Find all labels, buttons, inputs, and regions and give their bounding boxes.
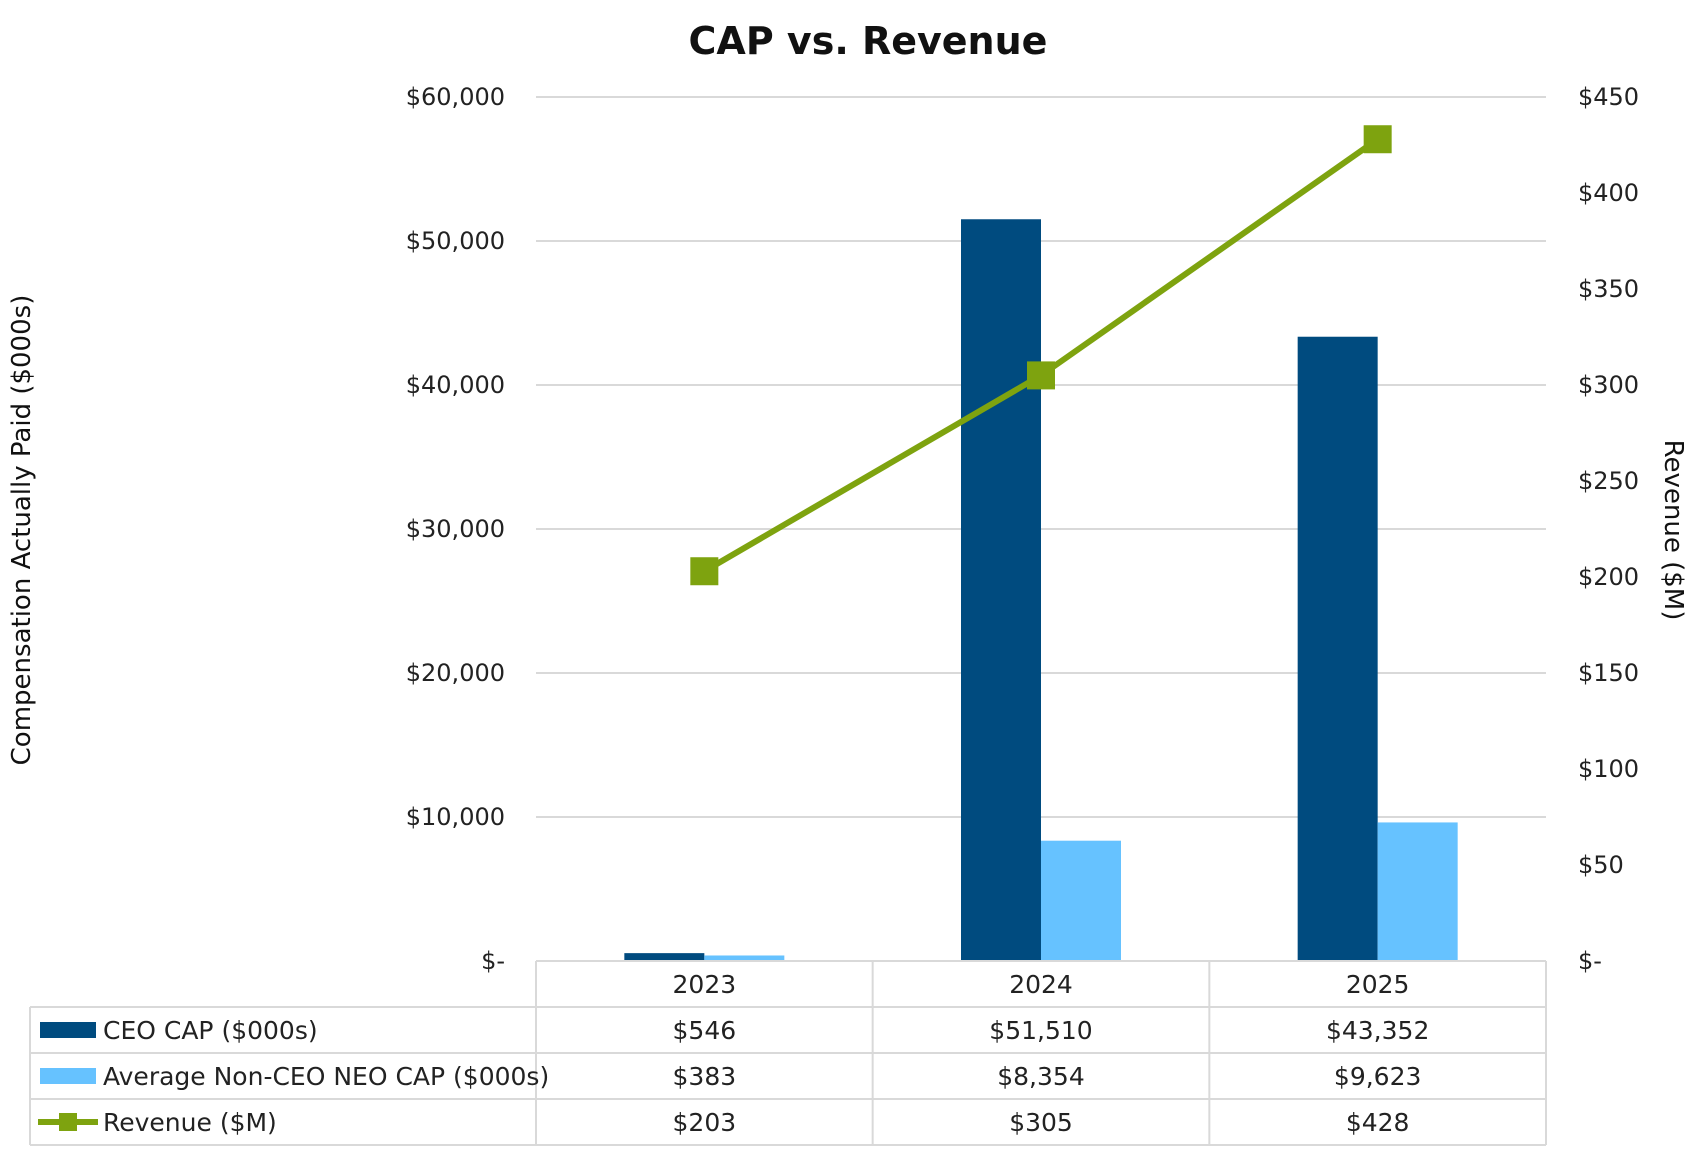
revenue-marker — [690, 557, 719, 586]
data-table: 2023 2024 2025 CEO CAP ($000s) $546 $51,510 $4… — [29, 960, 1547, 1146]
y2-tick-label: $450 — [1578, 83, 1639, 111]
y-tick-label: $- — [481, 947, 505, 975]
bar — [624, 953, 705, 961]
legend-label: CEO CAP ($000s) — [103, 1016, 318, 1045]
y2-axis-ticks: $- $50 $100 $150 $200 $250 $300 $350 $400 $450 — [1578, 83, 1639, 975]
chart-title: CAP vs. Revenue — [689, 19, 1048, 63]
y2-tick-label: $200 — [1578, 563, 1639, 591]
data-label: $546 — [673, 1016, 737, 1045]
legend-marker — [59, 1113, 77, 1131]
y2-axis-title: Revenue ($M) — [1658, 440, 1688, 621]
bar — [704, 955, 785, 961]
legend-label: Average Non-CEO NEO CAP ($000s) — [103, 1062, 549, 1091]
y2-tick-label: $350 — [1578, 275, 1639, 303]
data-label: $43,352 — [1326, 1016, 1429, 1045]
data-label: $383 — [673, 1062, 737, 1091]
y-tick-label: $30,000 — [406, 515, 505, 543]
y2-tick-label: $100 — [1578, 755, 1639, 783]
data-label: $51,510 — [989, 1016, 1092, 1045]
y-tick-label: $50,000 — [406, 227, 505, 255]
x-tick-label: 2025 — [1346, 970, 1410, 999]
bar — [1377, 822, 1458, 961]
x-tick-label: 2024 — [1009, 970, 1073, 999]
y2-tick-label: $50 — [1578, 851, 1624, 879]
y2-tick-label: $150 — [1578, 659, 1639, 687]
bar — [1041, 840, 1121, 961]
y2-tick-label: $400 — [1578, 179, 1639, 207]
y2-tick-label: $250 — [1578, 467, 1639, 495]
x-tick-label: 2023 — [673, 970, 737, 999]
y-axis-title: Compensation Actually Paid ($000s) — [7, 295, 37, 766]
y2-tick-label: $300 — [1578, 371, 1639, 399]
data-label: $428 — [1346, 1108, 1410, 1137]
bar — [961, 219, 1041, 962]
legend-swatch — [40, 1022, 96, 1038]
bar — [1297, 336, 1378, 961]
revenue-marker — [1027, 361, 1055, 390]
data-label: $8,354 — [997, 1062, 1084, 1091]
revenue-line — [690, 125, 1392, 586]
data-label: $203 — [673, 1108, 737, 1137]
data-label: $9,623 — [1334, 1062, 1421, 1091]
y-axis-ticks: $- $10,000 $20,000 $30,000 $40,000 $50,000 $60… — [406, 83, 505, 975]
legend-label: Revenue ($M) — [103, 1108, 277, 1137]
y-tick-label: $20,000 — [406, 659, 505, 687]
legend-swatch — [40, 1068, 96, 1084]
y-tick-label: $40,000 — [406, 371, 505, 399]
bars — [624, 219, 1458, 962]
y-tick-label: $60,000 — [406, 83, 505, 111]
y2-tick-label: $- — [1578, 947, 1602, 975]
revenue-marker — [1363, 125, 1392, 154]
y-tick-label: $10,000 — [406, 803, 505, 831]
data-label: $305 — [1009, 1108, 1073, 1137]
